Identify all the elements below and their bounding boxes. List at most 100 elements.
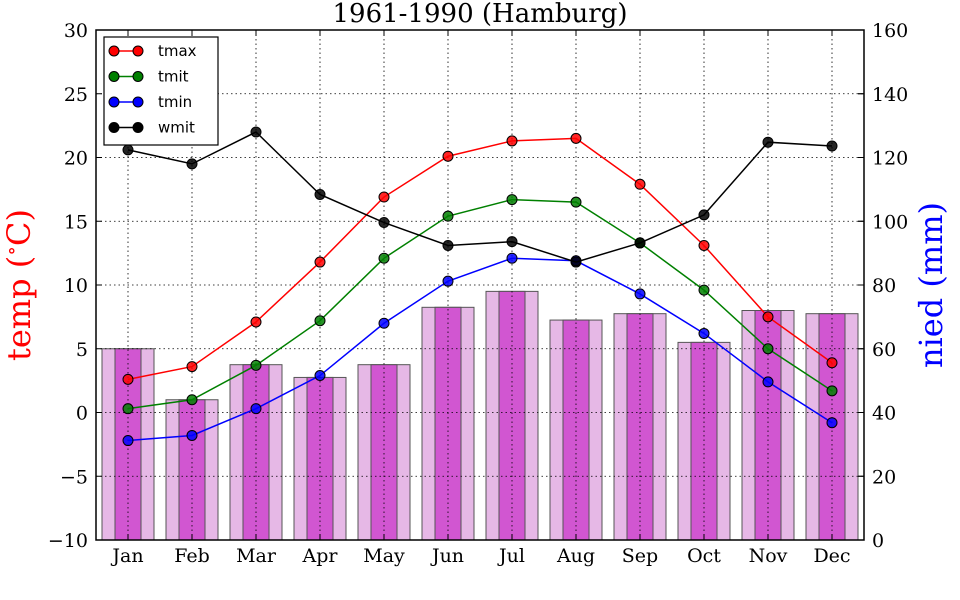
point-tmax-apr <box>314 256 326 268</box>
y-axis-label-left-degree: ∘ <box>0 246 23 256</box>
legend-label-tmax: tmax <box>158 42 197 60</box>
point-tmax-dec <box>826 357 838 369</box>
y-left-tick-label: 15 <box>64 211 88 233</box>
y-left-tick-label: 10 <box>64 275 88 297</box>
y-right-tick-label: 160 <box>872 20 908 42</box>
point-tmin-sep <box>634 288 646 300</box>
y-axis-label-left-part1: temp ( <box>0 256 38 361</box>
point-tmin-nov <box>762 376 774 388</box>
y-right-tick-label: 20 <box>872 466 896 488</box>
point-tmax-jul <box>506 135 518 147</box>
x-tick-label-feb: Feb <box>174 545 210 567</box>
y-left-tick-label: 5 <box>76 339 88 361</box>
y-left-tick-label: 30 <box>64 20 88 42</box>
point-tmit-jan <box>122 403 134 415</box>
point-wmit-jul <box>506 236 518 248</box>
y-left-tick-label: −10 <box>48 530 88 552</box>
y-right-tick-label: 140 <box>872 84 908 106</box>
legend-label-tmin: tmin <box>158 93 192 111</box>
y-left-tick-label: 25 <box>64 84 88 106</box>
point-wmit-jan <box>122 144 134 156</box>
legend-marker-wmit <box>108 122 120 133</box>
x-tick-label-jan: Jan <box>110 545 143 567</box>
x-tick-label-jun: Jun <box>430 545 464 567</box>
y-left-tick-label: 0 <box>76 403 88 425</box>
point-tmax-nov <box>762 311 774 323</box>
point-tmax-mar <box>250 316 262 328</box>
point-tmit-apr <box>314 315 326 327</box>
legend-marker-tmax <box>132 45 144 57</box>
point-wmit-feb <box>186 158 198 170</box>
legend-marker-wmit <box>132 122 144 133</box>
point-wmit-jun <box>442 239 454 251</box>
bar-nied-narrow-feb <box>178 399 206 541</box>
point-tmin-feb <box>186 429 198 441</box>
point-tmax-jan <box>122 373 134 385</box>
point-tmit-may <box>378 252 390 264</box>
legend-marker-tmin <box>108 96 120 108</box>
point-tmin-dec <box>826 417 838 429</box>
y-right-tick-label: 0 <box>872 530 884 552</box>
legend-label-tmit: tmit <box>158 68 189 86</box>
point-tmax-feb <box>186 361 198 373</box>
point-wmit-sep <box>634 237 646 249</box>
legend-marker-tmax <box>108 45 120 57</box>
series-line-wmit <box>127 131 833 263</box>
axes: −10 −5 0 5 10 15 20 25 30 0 20 40 60 80 100 120 140 160 Ja… <box>48 20 908 567</box>
point-tmit-dec <box>826 385 838 397</box>
point-wmit-apr <box>314 188 326 200</box>
point-wmit-mar <box>250 126 262 138</box>
y-axis-label-right: nied (mm) <box>912 202 950 368</box>
point-tmin-apr <box>314 370 326 382</box>
point-tmit-jun <box>442 210 454 222</box>
point-wmit-oct <box>698 209 710 221</box>
point-wmit-may <box>378 217 390 229</box>
y-left-tick-label: 20 <box>64 148 88 170</box>
legend-label-wmit: wmit <box>158 119 195 137</box>
y-right-tick-label: 120 <box>872 148 908 170</box>
legend-marker-tmin <box>132 96 144 108</box>
point-tmax-oct <box>698 239 710 251</box>
legend-marker-tmit <box>108 71 120 82</box>
y-left-tick-label: −5 <box>60 466 88 488</box>
x-tick-label-apr: Apr <box>302 545 339 567</box>
point-tmit-jul <box>506 194 518 206</box>
x-tick-label-mar: Mar <box>236 545 277 567</box>
x-tick-label-sep: Sep <box>622 545 658 567</box>
point-tmax-sep <box>634 178 646 190</box>
point-tmit-aug <box>570 196 582 208</box>
bar-nied-narrow-jun <box>434 306 462 541</box>
chart-title: 1961-1990 (Hamburg) <box>333 0 628 29</box>
x-tick-label-oct: Oct <box>687 545 721 567</box>
point-wmit-dec <box>826 140 838 152</box>
y-right-tick-label: 100 <box>872 211 908 233</box>
x-tick-label-jul: Jul <box>497 545 525 567</box>
point-tmax-jun <box>442 150 454 162</box>
x-tick-label-may: May <box>363 545 405 567</box>
point-tmin-may <box>378 317 390 329</box>
series-line-tmax <box>127 137 833 381</box>
series-line-tmin <box>127 257 833 442</box>
temperature-lines <box>122 126 838 447</box>
bar-nied-narrow-may <box>370 364 398 541</box>
y-right-tick-label: 40 <box>872 403 896 425</box>
point-tmit-feb <box>186 394 198 406</box>
y-axis-label-left: temp (∘C) <box>0 209 38 361</box>
point-tmit-oct <box>698 284 710 296</box>
point-tmin-jan <box>122 435 134 447</box>
point-wmit-aug <box>570 256 582 268</box>
y-right-tick-label: 60 <box>872 339 896 361</box>
point-tmax-may <box>378 191 390 203</box>
series-line-tmit <box>127 198 833 410</box>
y-axis-label-left-part2: C) <box>0 209 38 246</box>
point-tmit-nov <box>762 343 774 355</box>
point-tmax-aug <box>570 132 582 144</box>
precipitation-bars <box>101 290 859 541</box>
legend: tmax tmit tmin wmit <box>103 36 219 146</box>
point-tmin-mar <box>250 403 262 415</box>
x-tick-label-aug: Aug <box>556 545 595 567</box>
y-right-tick-label: 80 <box>872 275 896 297</box>
point-tmin-jul <box>506 252 518 264</box>
legend-marker-tmit <box>132 71 144 82</box>
